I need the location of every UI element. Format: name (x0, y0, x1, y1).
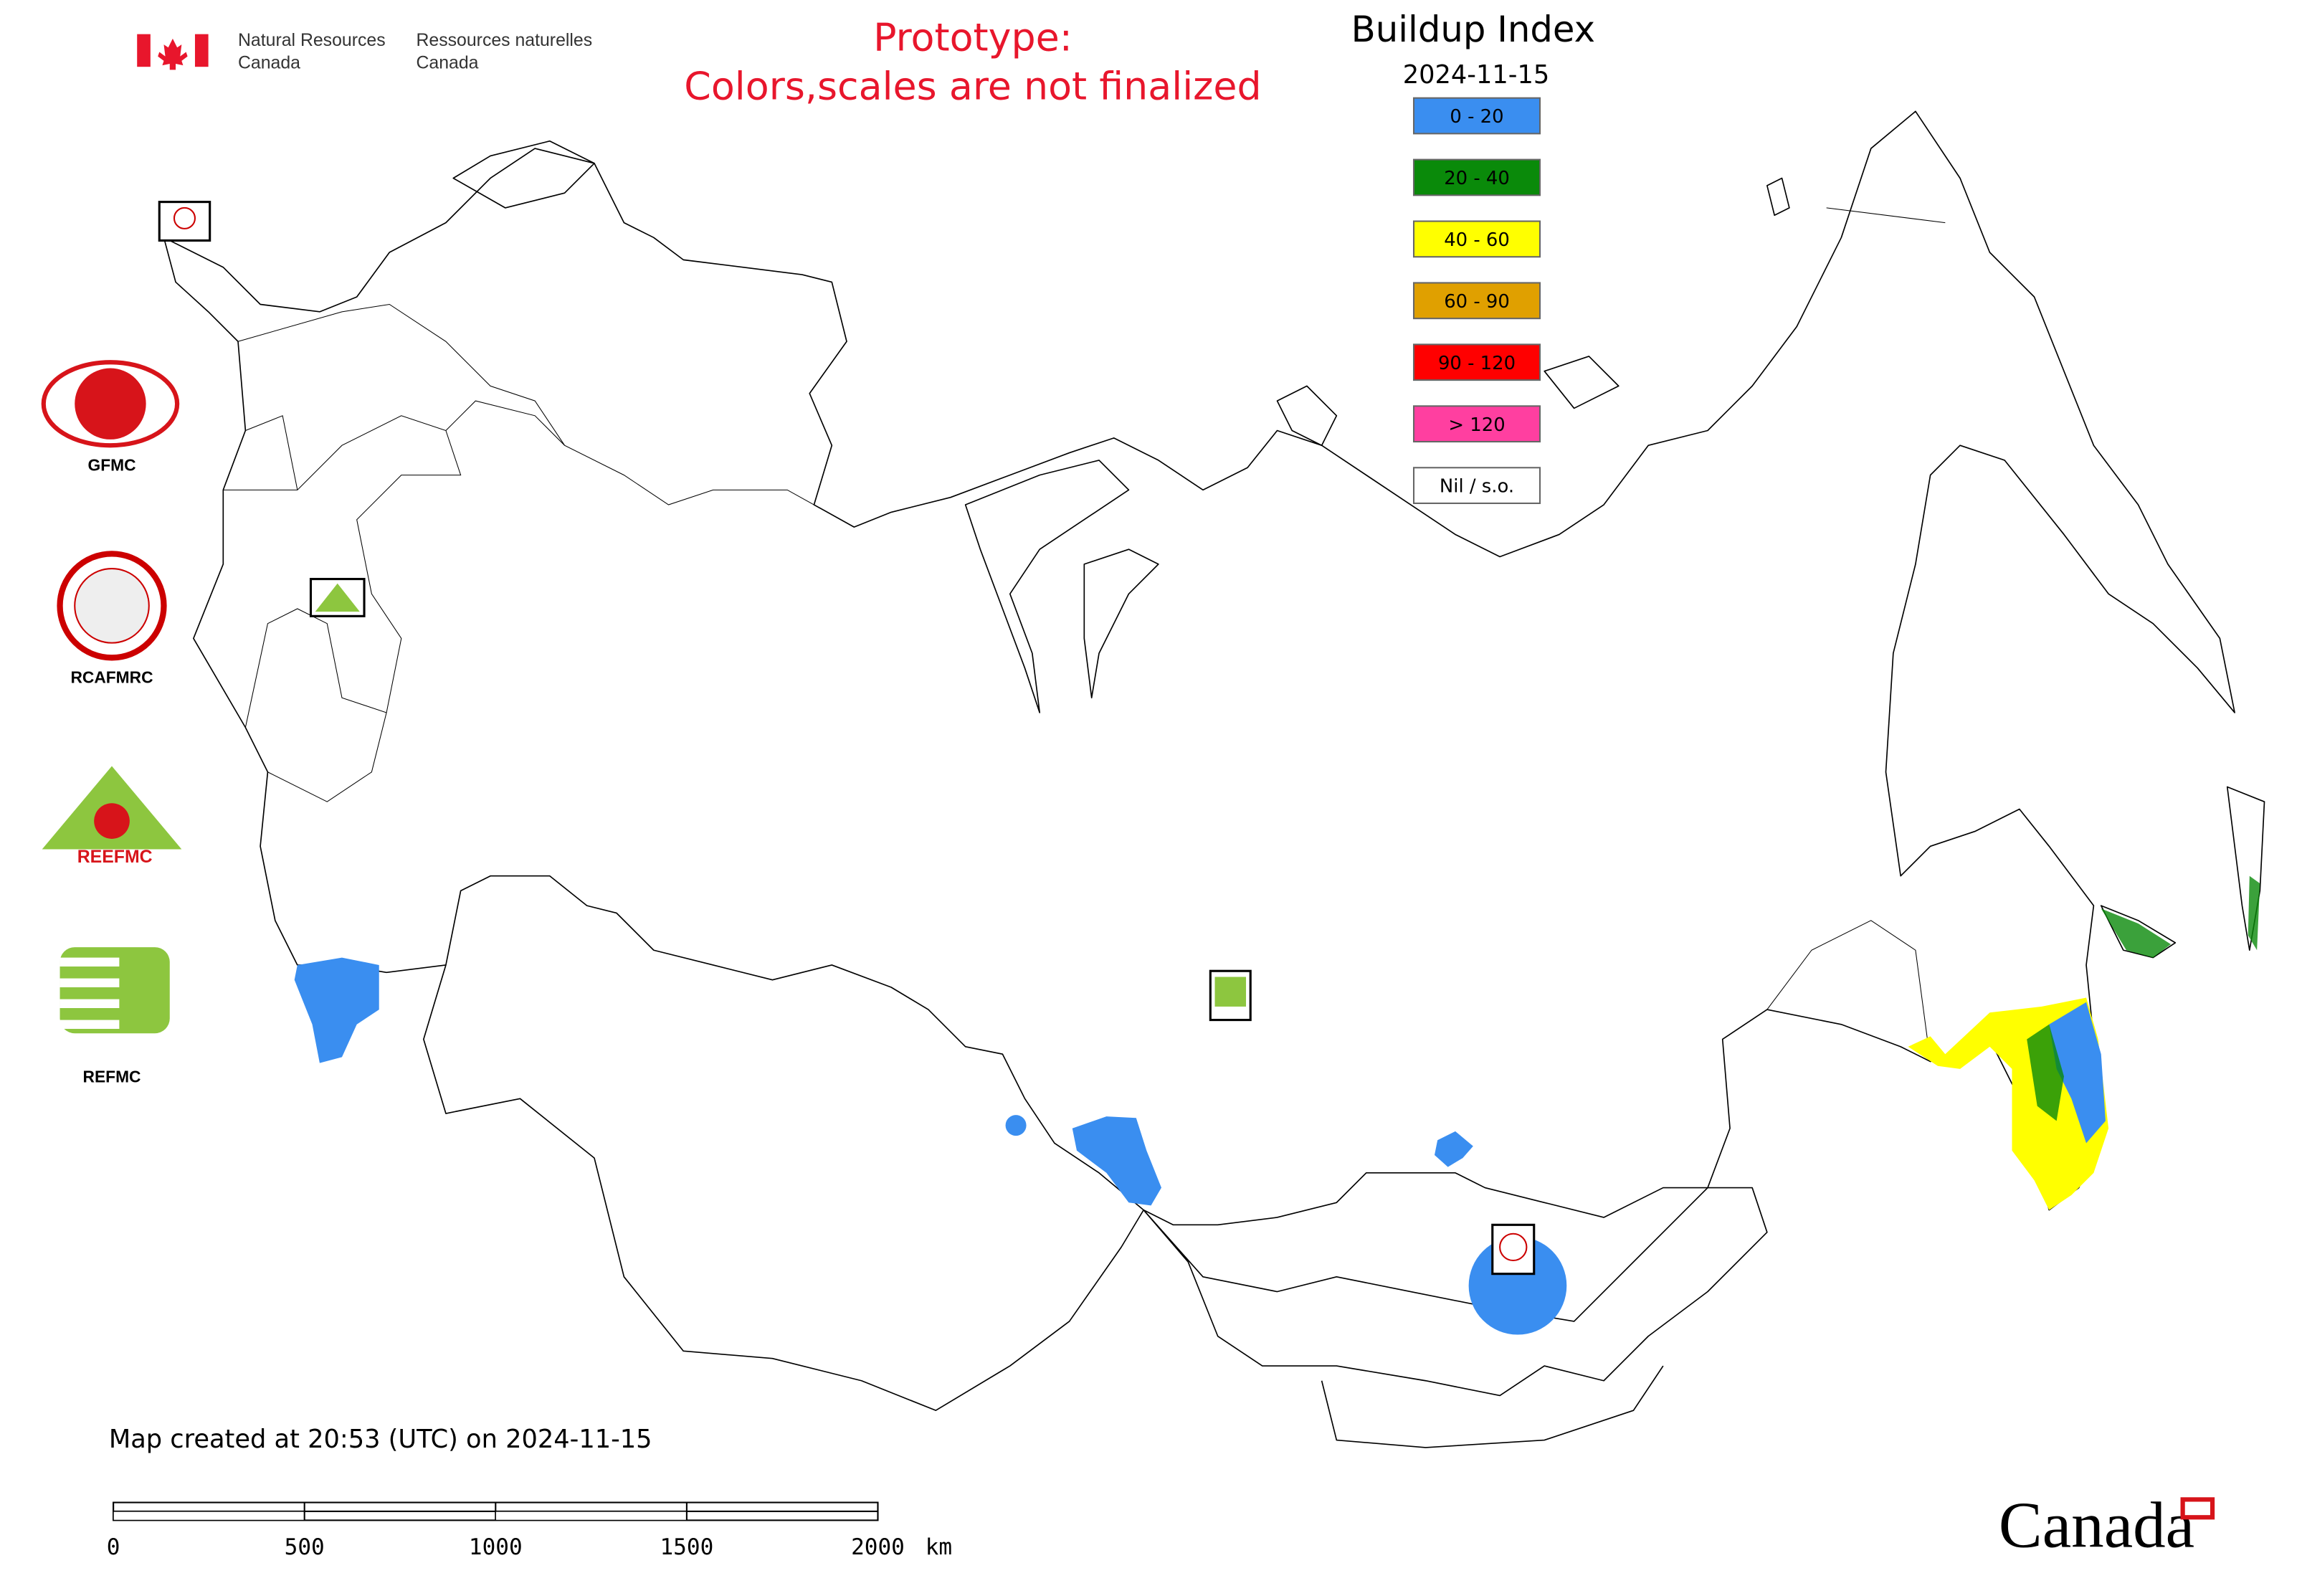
legend-swatch (1412, 97, 1541, 135)
logo-label: REFMC (83, 1068, 141, 1086)
legend-label: > 120 (1448, 414, 1505, 436)
legend-swatch (1412, 405, 1541, 443)
legend-title: Buildup Index (1351, 9, 1595, 50)
legend-label: 0 - 20 (1450, 106, 1503, 128)
legend-swatch (1412, 467, 1541, 505)
scale-segment (495, 1511, 688, 1521)
logo-label: RCAFMRC (70, 668, 153, 687)
legend-label: 60 - 90 (1444, 291, 1510, 313)
scale-label: 1000 (469, 1534, 523, 1560)
legend-date: 2024-11-15 (1403, 60, 1550, 90)
legend-label: Nil / s.o. (1440, 476, 1514, 498)
scale-label: 500 (285, 1534, 325, 1560)
scale-unit: km (926, 1534, 952, 1560)
dept-en: Natural Resources (238, 31, 386, 50)
scale-segment (113, 1511, 305, 1521)
dept-fr: Canada (417, 53, 479, 72)
logo-label: GFMC (87, 455, 135, 474)
logos: GFMC RCAFMRC REEFMC REFMC (41, 360, 182, 1086)
legend-label: 90 - 120 (1438, 353, 1516, 374)
legend-swatch (1412, 220, 1541, 258)
scale-label: 2000 (851, 1534, 905, 1560)
dept-en: Canada (238, 53, 300, 72)
scale-bar: 0 500 1000 1500 2000 km (107, 1501, 952, 1560)
scale-label: 1500 (660, 1534, 713, 1560)
legend-swatch (1412, 343, 1541, 381)
legend: 0 - 20 20 - 40 40 - 60 60 - 90 90 - 120 > 120… (1412, 97, 1541, 505)
borders (163, 110, 2265, 1448)
created-note: Map created at 20:53 (UTC) on 2024-11-15 (109, 1425, 652, 1454)
notice: Prototype: (873, 14, 1072, 60)
legend-label: 40 - 60 (1444, 229, 1510, 251)
canada-wordmark: Canada (1999, 1489, 2194, 1562)
legend-label: 20 - 40 (1444, 168, 1510, 189)
logo-label: REEFMC (77, 847, 153, 867)
government-signature: Natural Resources Canada Ressources natu… (137, 31, 592, 72)
legend-swatch (1412, 282, 1541, 320)
scale-label: 0 (107, 1534, 120, 1560)
notice: Colors,scales are not finalized (684, 64, 1261, 109)
legend-swatch (1412, 158, 1541, 196)
dept-fr: Ressources naturelles (417, 31, 593, 50)
index-areas (294, 875, 2260, 1335)
